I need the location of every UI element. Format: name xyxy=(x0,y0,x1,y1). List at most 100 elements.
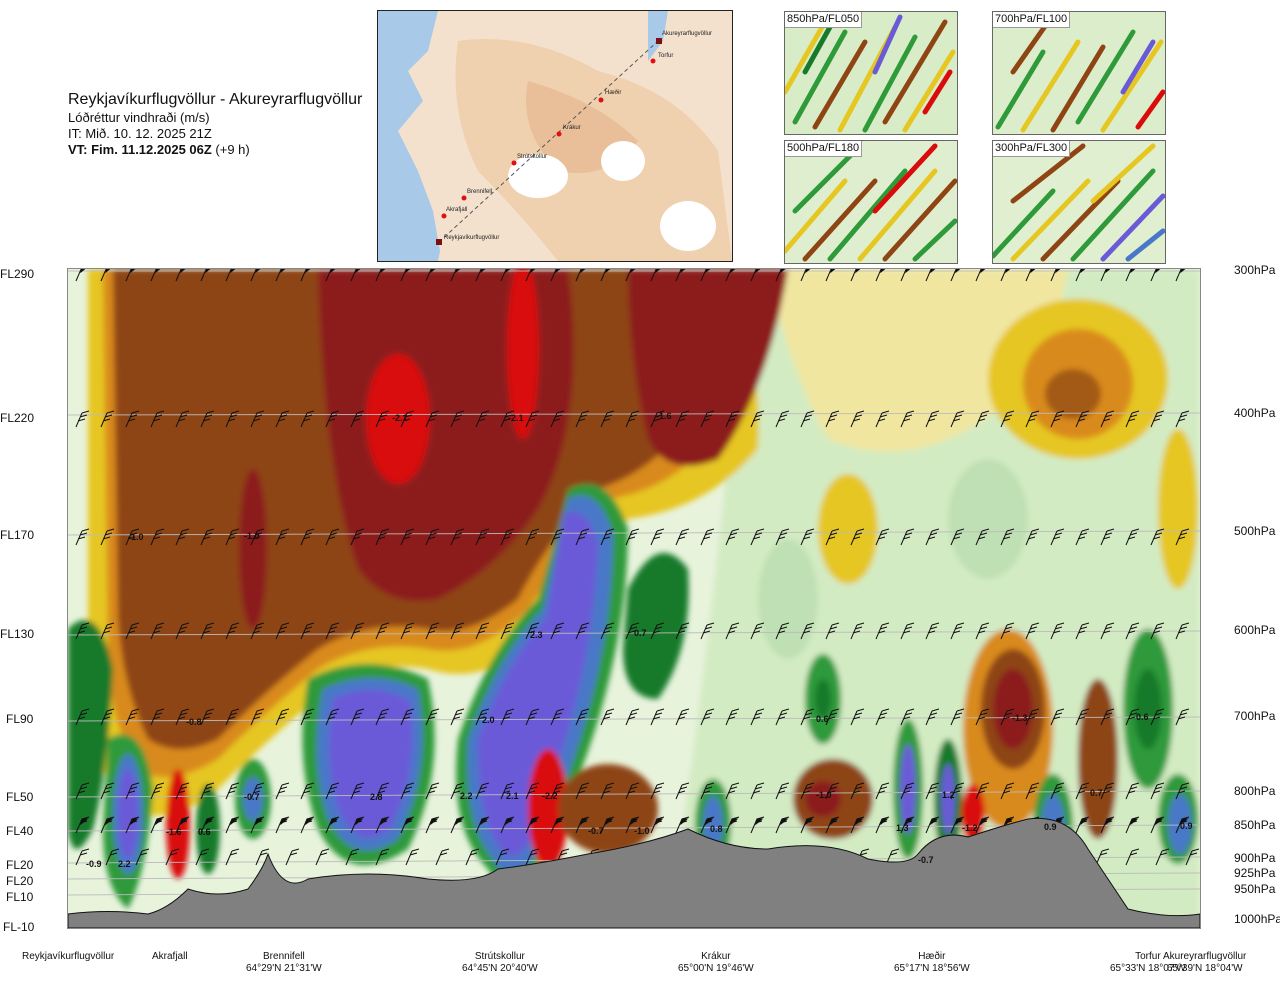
wind-barb xyxy=(465,848,480,866)
wind-barb xyxy=(250,708,265,726)
thumbnail-300hpa[interactable]: 300hPa/FL300 xyxy=(992,140,1166,264)
wind-barb xyxy=(150,410,165,428)
wind-barb xyxy=(600,528,615,546)
wind-barb-flag xyxy=(155,269,161,274)
wind-barb-flag xyxy=(930,269,936,274)
wind-barb xyxy=(700,708,715,726)
thumbnail-700hpa[interactable]: 700hPa/FL100 xyxy=(992,11,1166,135)
fl-label: FL10 xyxy=(6,890,34,904)
wind-barb xyxy=(175,708,190,726)
wind-barb-flag xyxy=(130,269,136,274)
wind-barb xyxy=(1150,269,1157,282)
route-map-svg: Akureyrarflugvöllur Torfur Hæðir Krákur … xyxy=(378,11,732,261)
wind-barb-flag xyxy=(955,818,964,826)
wind-barb xyxy=(125,269,132,282)
wind-barb xyxy=(625,410,640,428)
station-coord: 64°45'N 20°40'W xyxy=(462,963,538,974)
wind-barb xyxy=(425,708,440,726)
wind-barb xyxy=(1150,782,1165,800)
wind-barb xyxy=(950,782,965,800)
wind-barb xyxy=(495,848,510,866)
contour-label: 0.9 xyxy=(1180,821,1193,831)
thumbnail-500hpa[interactable]: 500hPa/FL180 xyxy=(784,140,958,264)
wind-barb-flag xyxy=(705,269,711,274)
wind-barb xyxy=(925,410,940,428)
contour-label: 2.1 xyxy=(506,791,519,801)
wind-barb xyxy=(750,622,765,640)
wind-barb xyxy=(725,622,740,640)
wind-barb xyxy=(250,528,265,546)
wind-barb xyxy=(925,528,940,546)
wind-barb xyxy=(800,410,815,428)
wind-barb xyxy=(100,782,115,800)
wind-barb xyxy=(175,622,190,640)
contour-label: -0.7 xyxy=(918,855,934,865)
wind-barb xyxy=(175,528,190,546)
wind-barb xyxy=(850,622,865,640)
valid-time-offset: (+9 h) xyxy=(211,142,250,157)
fl-label: FL20 xyxy=(6,858,34,872)
wind-barb xyxy=(175,782,190,800)
wind-barb xyxy=(200,410,215,428)
wind-barb-flag xyxy=(280,818,289,826)
wind-barb xyxy=(450,410,465,428)
station-coord: 65°17'N 18°56'W xyxy=(894,963,970,974)
map-label-krakur: Krákur xyxy=(563,125,581,131)
wind-barb-flag xyxy=(430,818,439,826)
thumbnail-500hpa-image xyxy=(785,141,957,263)
wind-barb-flag xyxy=(1055,269,1061,274)
station-coord: 65°00'N 19°46'W xyxy=(678,963,754,974)
wind-barb xyxy=(1025,622,1040,640)
wind-barb xyxy=(550,269,557,282)
station-akureyri: Akureyrarflugvöllur 65°39'N 18°04'W xyxy=(1163,951,1246,975)
wind-barb xyxy=(675,410,690,428)
wind-barb xyxy=(700,782,715,800)
wind-barb-flag xyxy=(605,269,611,274)
contour-label: -0.7 xyxy=(588,826,604,836)
wind-barb-flag xyxy=(905,269,911,274)
wind-barb xyxy=(550,622,565,640)
fl-label: FL130 xyxy=(0,627,35,641)
wind-barb-flag xyxy=(655,269,661,274)
wind-barb xyxy=(350,269,357,282)
wind-barb xyxy=(1025,708,1040,726)
wind-barb xyxy=(575,528,590,546)
wind-barb xyxy=(525,528,540,546)
wind-barb xyxy=(225,848,240,866)
wind-barb xyxy=(850,782,865,800)
valid-time: VT: Fim. 11.12.2025 06Z (+9 h) xyxy=(68,142,378,158)
wind-barb xyxy=(175,269,182,282)
wind-barb xyxy=(550,708,565,726)
wind-barb xyxy=(750,410,765,428)
wind-barb xyxy=(925,708,940,726)
wind-barb xyxy=(325,782,340,800)
wind-barb-flag xyxy=(555,818,564,826)
wind-barb-flag xyxy=(330,269,336,274)
wind-barb xyxy=(450,708,465,726)
wind-barb xyxy=(1175,708,1190,726)
wind-barb-flag xyxy=(555,269,561,274)
wind-barb xyxy=(200,269,207,282)
map-label-reykjavik: Reykjavíkurflugvöllur xyxy=(444,235,499,241)
wind-barb xyxy=(475,708,490,726)
thumbnail-850hpa[interactable]: 850hPa/FL050 xyxy=(784,11,958,135)
contour-label: -1.0 xyxy=(634,826,650,836)
wind-barb xyxy=(475,622,490,640)
wind-barb-flag xyxy=(930,818,939,826)
wind-barb xyxy=(300,782,315,800)
wind-barb-flag xyxy=(130,818,139,826)
station-coord: 64°29'N 21°31'W xyxy=(246,963,322,974)
wind-barb xyxy=(325,410,340,428)
wind-barb xyxy=(925,782,940,800)
wind-barb xyxy=(1025,269,1032,282)
wind-barb xyxy=(1050,410,1065,428)
wind-barb-flag xyxy=(1130,269,1136,274)
wind-barb xyxy=(1125,848,1140,866)
wind-barb xyxy=(375,622,390,640)
wind-barb-flag xyxy=(155,818,164,826)
wind-barb xyxy=(450,782,465,800)
hpa-label: 500hPa xyxy=(1234,524,1276,538)
wind-barb-flag xyxy=(530,269,536,274)
wind-barb xyxy=(650,410,665,428)
wind-barb xyxy=(525,410,540,428)
